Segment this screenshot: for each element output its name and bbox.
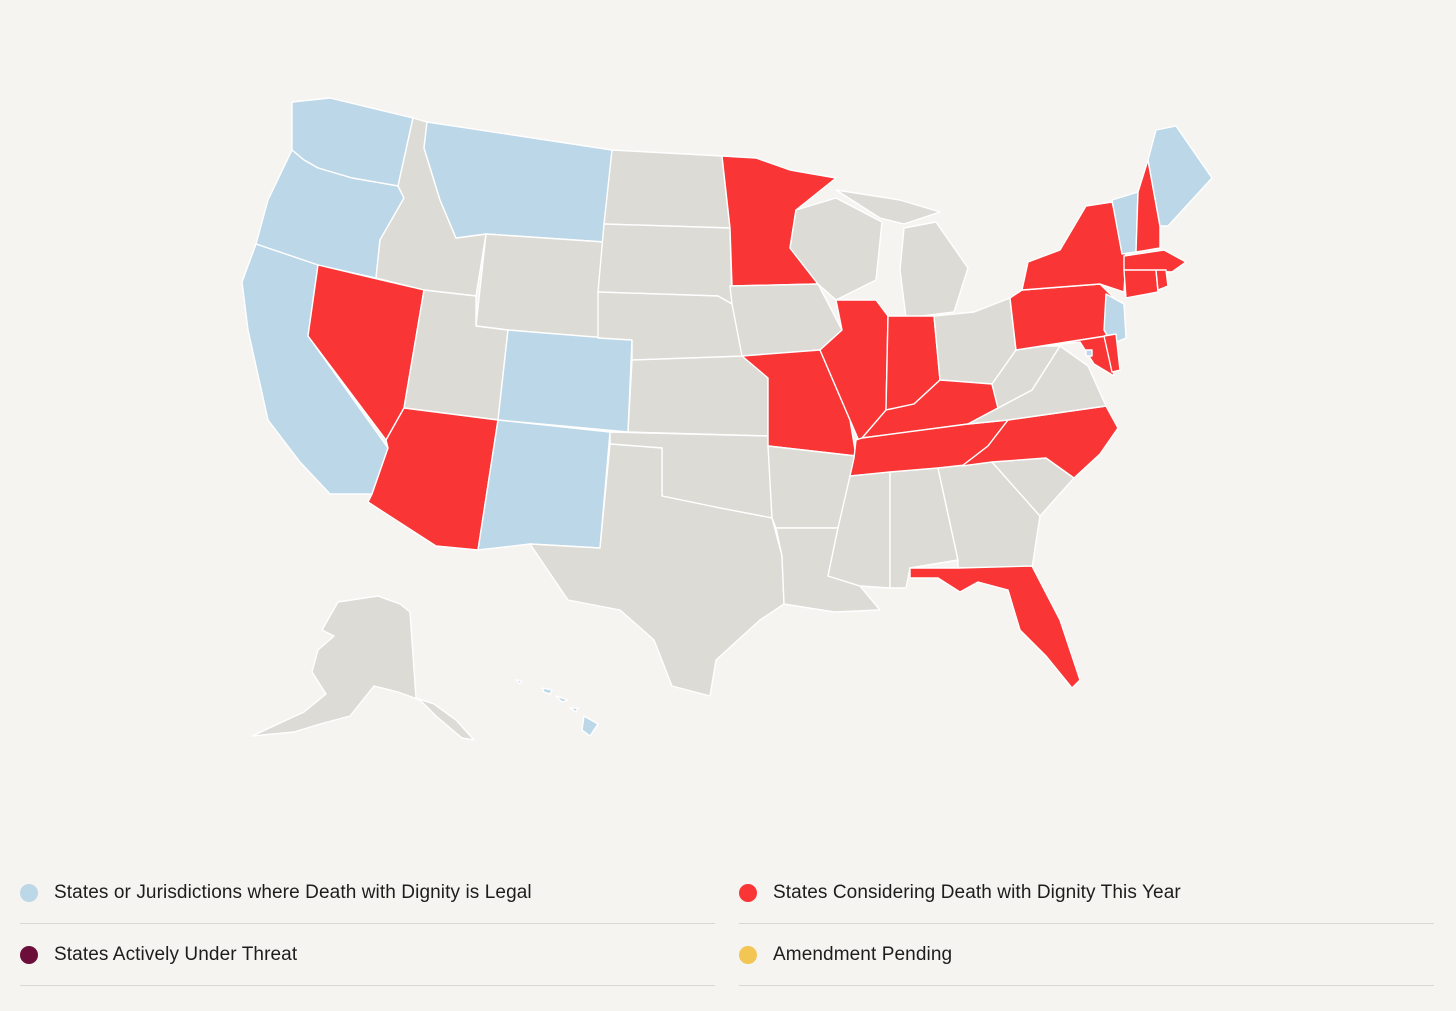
us-map (241, 97, 1213, 741)
state-de[interactable] (1103, 333, 1121, 373)
legend-item-legal: States or Jurisdictions where Death with… (20, 862, 715, 924)
state-ak[interactable] (251, 595, 475, 741)
legend-dot-considering (739, 883, 757, 902)
state-mt[interactable] (423, 121, 613, 243)
state-ct[interactable] (1123, 269, 1159, 299)
state-md[interactable] (1041, 335, 1115, 377)
state-hi[interactable] (515, 679, 599, 737)
legend-label-considering: States Considering Death with Dignity Th… (773, 881, 1181, 903)
legend-label-pending: Amendment Pending (773, 943, 953, 965)
legend-item-threat: States Actively Under Threat (20, 924, 715, 986)
state-co[interactable] (497, 329, 633, 433)
state-nj[interactable] (1103, 293, 1127, 345)
legend-item-pending: Amendment Pending (739, 924, 1434, 986)
legend: States or Jurisdictions where Death with… (20, 862, 1434, 986)
state-mi[interactable] (835, 189, 969, 319)
legend-dot-threat (20, 945, 38, 964)
legend-dot-pending (739, 945, 757, 964)
legend-item-considering: States Considering Death with Dignity Th… (739, 862, 1434, 924)
legend-label-legal: States or Jurisdictions where Death with… (54, 881, 532, 903)
legend-label-threat: States Actively Under Threat (54, 943, 298, 965)
state-nd[interactable] (603, 149, 731, 229)
state-wy[interactable] (475, 233, 605, 339)
state-nm[interactable] (477, 419, 611, 551)
state-nc[interactable] (961, 405, 1119, 479)
state-wi[interactable] (789, 197, 883, 301)
state-dc[interactable] (1085, 349, 1093, 357)
state-ri[interactable] (1155, 269, 1169, 291)
state-tx[interactable] (529, 443, 785, 697)
state-ny[interactable] (1021, 201, 1127, 293)
state-fl[interactable] (909, 565, 1081, 689)
state-nh[interactable] (1135, 159, 1161, 253)
state-ks[interactable] (627, 355, 769, 437)
state-me[interactable] (1147, 125, 1213, 227)
legend-dot-legal (20, 883, 38, 902)
state-ma[interactable] (1123, 249, 1187, 273)
